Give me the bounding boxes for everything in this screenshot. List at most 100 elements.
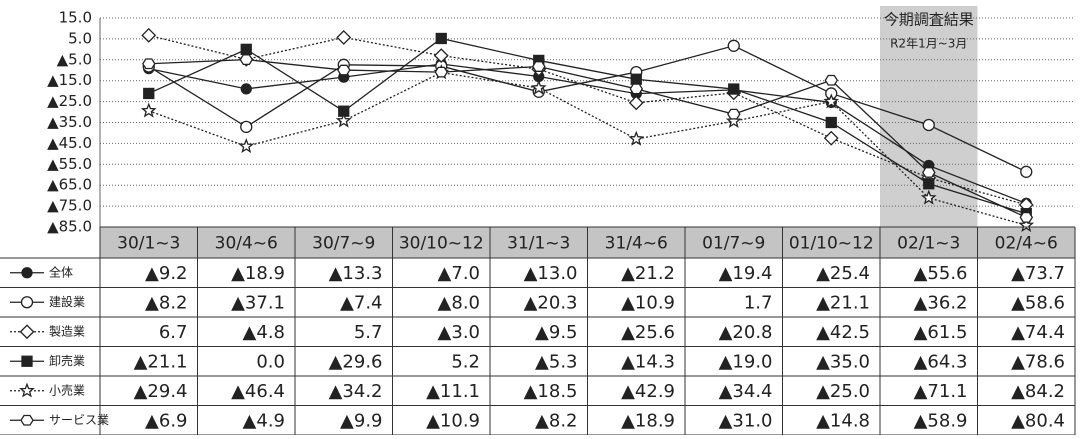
table-cell: ▲5.3 [535, 351, 577, 372]
table-cell: ▲42.9 [621, 381, 675, 402]
marker [824, 74, 839, 86]
table-cell: ▲29.4 [134, 381, 188, 402]
x-tick-label: 31/4~6 [605, 234, 668, 254]
marker [141, 27, 157, 43]
y-tick-label: ▲55.0 [47, 155, 92, 173]
table-cell: ▲58.9 [914, 410, 968, 431]
table-cell: ▲34.4 [719, 381, 773, 402]
table-cell: ▲9.5 [535, 322, 577, 343]
marker [1020, 165, 1033, 178]
marker [240, 120, 253, 134]
legend-marker [21, 267, 33, 279]
series-line [148, 71, 1027, 226]
table-cell: 5.2 [451, 351, 480, 372]
marker [530, 79, 547, 95]
marker [825, 116, 837, 129]
marker [630, 73, 642, 85]
marker [434, 66, 449, 78]
x-tick-label: 02/1~3 [897, 234, 960, 254]
table-cell: ▲20.8 [719, 322, 773, 343]
marker [435, 32, 447, 45]
marker [922, 118, 935, 132]
table-cell: ▲46.4 [231, 381, 285, 402]
series-line [148, 63, 1027, 204]
marker [140, 102, 157, 118]
x-tick-label: 30/4~6 [215, 234, 278, 254]
marker [240, 83, 252, 95]
y-tick-label: ▲5.0 [57, 50, 92, 68]
table-cell: ▲4.8 [243, 322, 285, 343]
annotation-title: 今期調査結果 [884, 11, 974, 29]
marker [923, 178, 935, 190]
table-cell: ▲78.6 [1011, 351, 1065, 372]
marker [142, 58, 156, 70]
marker [335, 112, 352, 128]
x-tick-label: 31/1~3 [507, 234, 570, 254]
x-tick-label: 30/10~12 [399, 234, 484, 254]
y-tick-label: ▲25.0 [47, 92, 92, 110]
table-cell: ▲25.6 [621, 322, 675, 343]
table-cell: ▲19.4 [719, 263, 773, 284]
table-cell: ▲80.4 [1011, 410, 1065, 431]
table-cell: 5.7 [354, 322, 383, 343]
table-cell: ▲25.4 [816, 263, 870, 284]
marker [922, 167, 936, 178]
table-cell: ▲73.7 [1011, 263, 1065, 284]
table-cell: ▲36.2 [914, 292, 968, 313]
table-cell: ▲58.6 [1011, 292, 1065, 313]
marker [1018, 216, 1035, 233]
table-cell: ▲8.2 [145, 292, 187, 313]
table-cell: ▲18.9 [231, 263, 285, 284]
table-cell: 1.7 [744, 292, 773, 313]
table-cell: ▲14.8 [816, 410, 870, 431]
series-line [148, 45, 1027, 173]
table-cell: ▲10.9 [426, 410, 480, 431]
series-line [148, 34, 1027, 206]
legend-marker [20, 414, 34, 426]
legend-marker [20, 296, 34, 309]
table-cell: ▲8.2 [535, 410, 577, 431]
marker [628, 130, 645, 146]
table-cell: ▲8.0 [438, 292, 480, 313]
table-cell: ▲35.0 [816, 351, 870, 372]
marker [629, 83, 644, 95]
marker [823, 93, 840, 109]
table-cell: ▲3.0 [438, 322, 480, 343]
legend-marker [19, 324, 35, 340]
legend-label: 製造業 [49, 324, 85, 338]
table-cell: ▲7.0 [438, 263, 480, 284]
legend-label: サービス業 [49, 413, 109, 427]
y-tick-label: 15.0 [59, 9, 92, 27]
table-cell: ▲34.2 [329, 381, 383, 402]
marker [920, 189, 937, 205]
y-tick-label: ▲35.0 [47, 113, 92, 131]
table-cell: 0.0 [256, 351, 285, 372]
table-cell: ▲18.5 [524, 381, 578, 402]
x-tick-label: 02/4~6 [995, 234, 1058, 254]
marker [532, 61, 546, 72]
marker [238, 137, 255, 154]
table-cell: ▲20.3 [524, 292, 578, 313]
marker [727, 108, 741, 120]
marker [337, 64, 351, 76]
y-tick-label: ▲85.0 [47, 218, 92, 236]
table-cell: ▲42.5 [816, 322, 870, 343]
table-cell: ▲55.6 [914, 263, 968, 284]
annotation-subtitle: R2年1月~3月 [890, 37, 967, 51]
marker [143, 87, 155, 100]
legend-marker [21, 355, 33, 367]
table-cell: ▲19.0 [719, 351, 773, 372]
y-tick-label: ▲65.0 [47, 176, 92, 194]
table-cell: ▲37.1 [231, 292, 285, 313]
y-tick-label: ▲15.0 [47, 71, 92, 89]
x-tick-label: 30/1~3 [117, 234, 180, 254]
y-tick-label: ▲75.0 [47, 197, 92, 215]
marker [336, 30, 352, 45]
table-cell: ▲84.2 [1011, 381, 1065, 402]
table-cell: ▲6.9 [145, 410, 187, 431]
marker [727, 39, 740, 52]
table-cell: ▲21.1 [134, 351, 188, 372]
legend-label: 全体 [49, 264, 73, 279]
series-line [148, 37, 1027, 215]
